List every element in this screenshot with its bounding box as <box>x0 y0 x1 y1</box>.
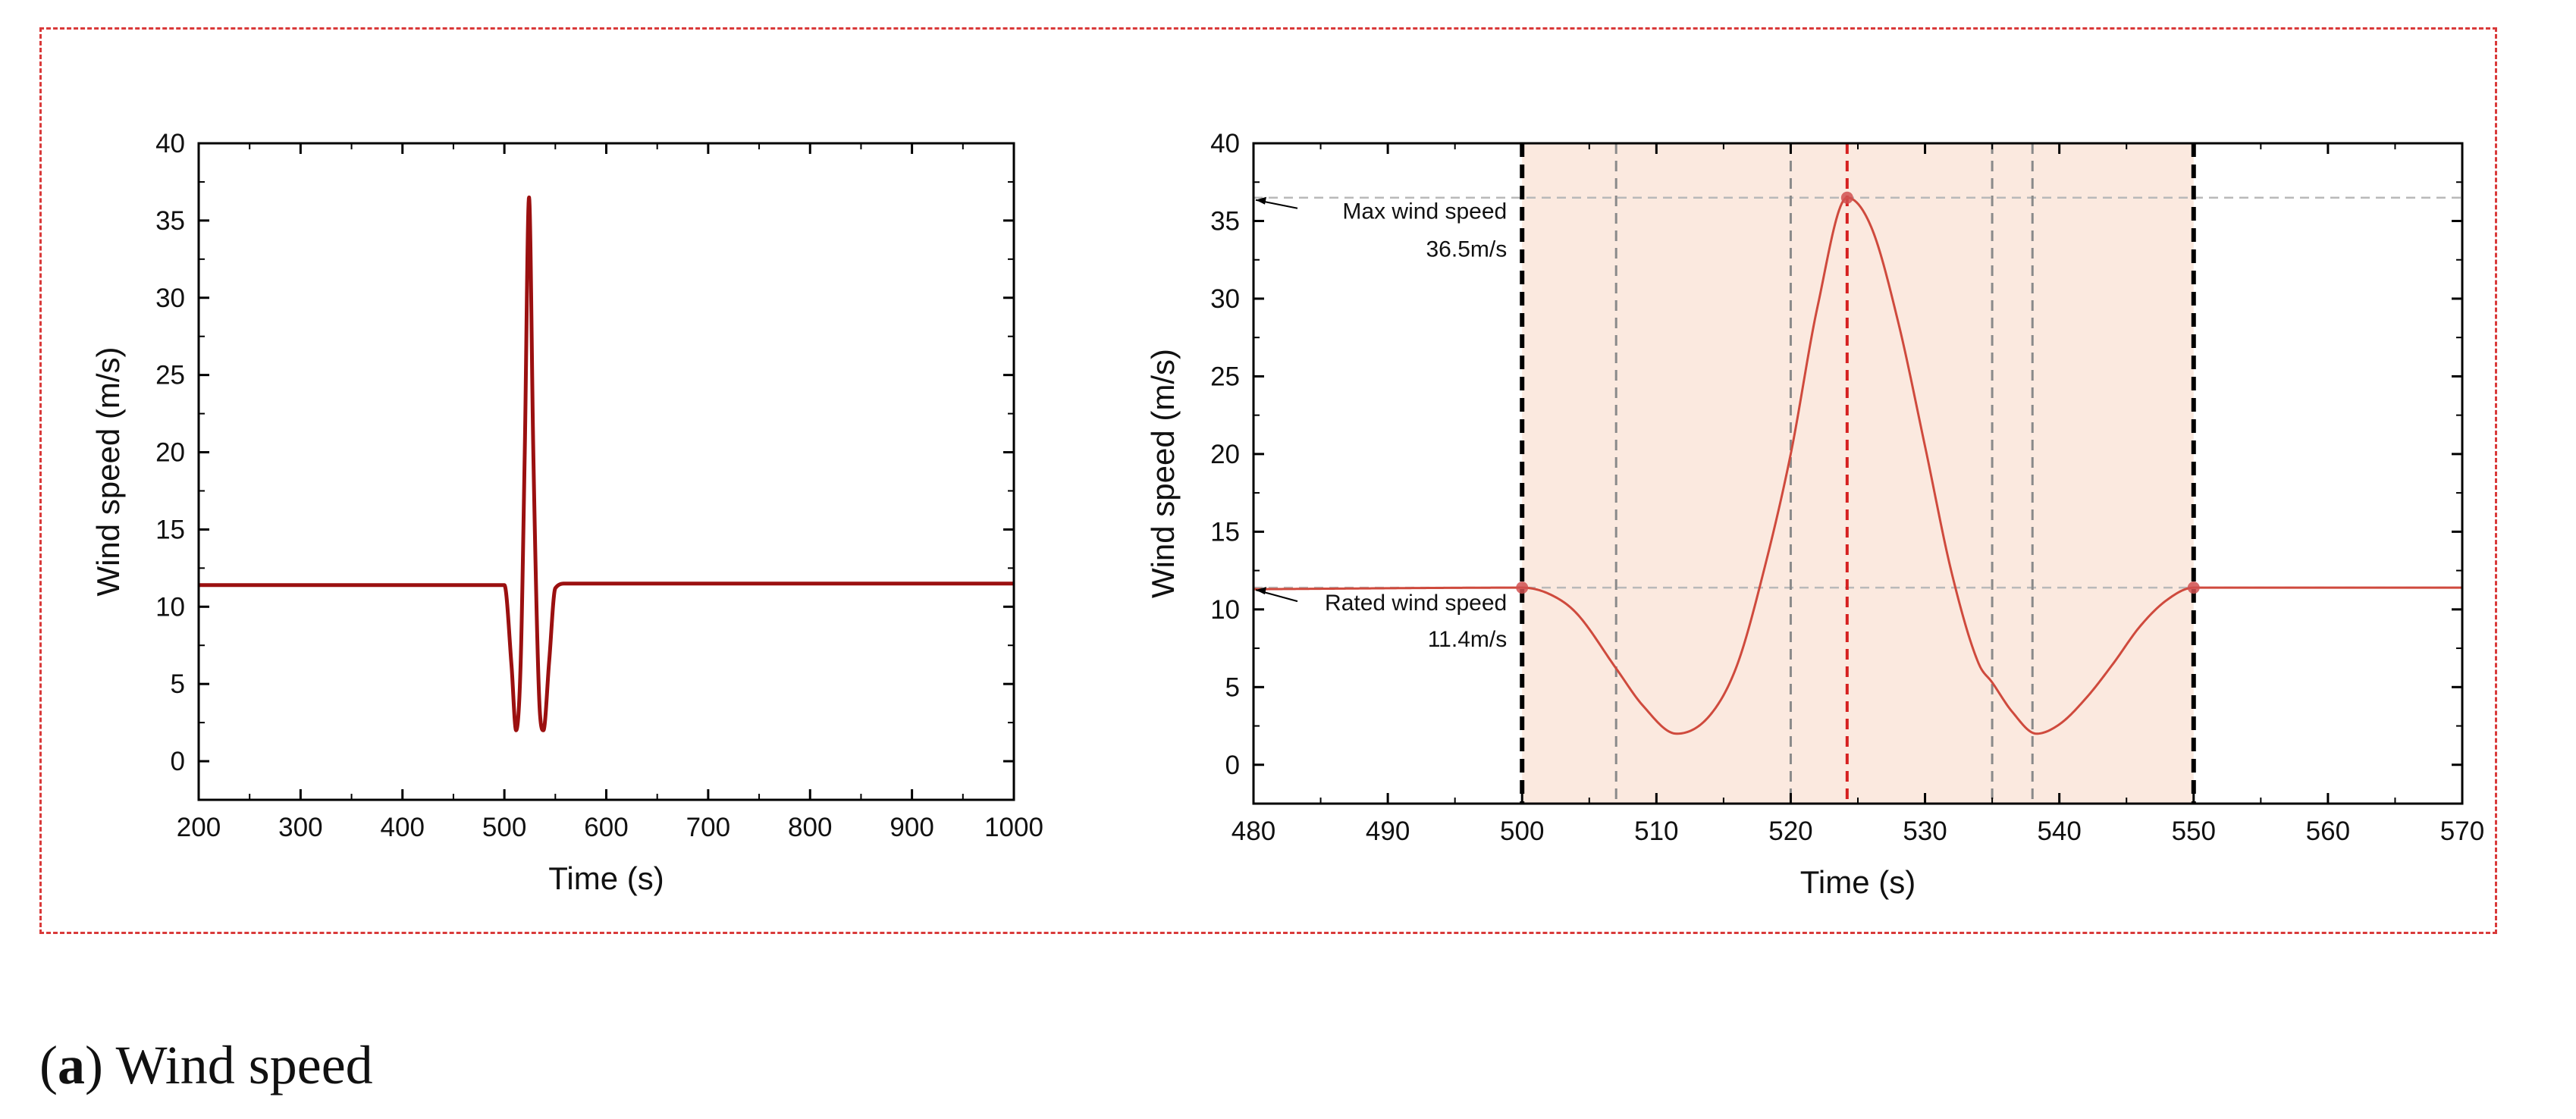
data-marker-2 <box>2187 581 2200 594</box>
y-tick-label: 15 <box>155 515 185 544</box>
y-tick-label: 30 <box>1210 284 1240 314</box>
y-tick-label: 40 <box>1210 129 1240 158</box>
chart-panel-right: 480 490 500 510 520 530 540 550 560 5700510152025… <box>1145 129 2484 900</box>
data-marker-1 <box>1840 191 1853 204</box>
y-tick-label: 40 <box>155 129 185 158</box>
x-tick-label: 1000 <box>984 813 1043 842</box>
y-axis-title: Wind speed (m/s) <box>90 346 126 596</box>
annotation-label-0: Max wind speed <box>1342 199 1507 224</box>
y-tick-label: 5 <box>1225 672 1240 702</box>
y-tick-label: 25 <box>155 361 185 390</box>
y-tick-label: 0 <box>1225 751 1240 780</box>
x-tick-label: 200 <box>177 813 221 842</box>
x-tick-label: 550 <box>2172 817 2216 846</box>
y-tick-label: 35 <box>155 206 185 236</box>
x-tick-label: 520 <box>1768 817 1812 846</box>
y-tick-label: 30 <box>155 284 185 313</box>
x-tick-label: 500 <box>1500 817 1544 846</box>
annotation-value-1: 11.4m/s <box>1428 627 1508 652</box>
x-tick-label: 570 <box>2440 817 2484 846</box>
x-tick-label: 500 <box>482 813 526 842</box>
x-tick-label: 530 <box>1903 817 1947 846</box>
data-marker-0 <box>1516 581 1529 594</box>
x-tick-label: 600 <box>584 813 628 842</box>
y-tick-label: 35 <box>1210 206 1240 236</box>
x-tick-label: 510 <box>1634 817 1678 846</box>
y-tick-label: 20 <box>1210 440 1240 469</box>
y-tick-label: 15 <box>1210 517 1240 547</box>
annotation-value-0: 36.5m/s <box>1426 237 1508 262</box>
x-tick-label: 540 <box>2037 817 2081 846</box>
y-axis-title: Wind speed (m/s) <box>1145 349 1181 598</box>
figure-caption: (a) Wind speed <box>39 1035 373 1095</box>
x-tick-label: 700 <box>686 813 730 842</box>
caption-text: Wind speed <box>115 1035 373 1095</box>
y-tick-label: 5 <box>171 669 185 699</box>
y-tick-label: 10 <box>155 592 185 622</box>
x-axis-title: Time (s) <box>548 860 664 896</box>
chart-panel-left: 200 300 400 500 600 700 800 900 1000 0 5 10 15 20 25 30… <box>90 129 1043 896</box>
annotation-label-1: Rated wind speed <box>1325 591 1507 616</box>
x-tick-label: 400 <box>381 813 425 842</box>
x-tick-label: 560 <box>2306 817 2350 846</box>
series-line-0 <box>1253 196 2462 735</box>
figure-frame <box>39 27 2497 934</box>
x-tick-label: 490 <box>1366 817 1410 846</box>
y-tick-label: 0 <box>171 747 185 776</box>
caption-label: a <box>57 1035 85 1095</box>
series-line-0 <box>199 195 1014 732</box>
y-tick-label: 25 <box>1210 362 1240 391</box>
y-tick-label: 10 <box>1210 595 1240 625</box>
y-tick-label: 20 <box>155 438 185 468</box>
x-tick-label: 800 <box>788 813 832 842</box>
x-axis-title: Time (s) <box>1800 864 1916 900</box>
plot-frame <box>197 142 1015 801</box>
x-tick-label: 900 <box>890 813 933 842</box>
x-tick-label: 300 <box>278 813 322 842</box>
annotation-arrowhead-1 <box>1256 587 1266 595</box>
x-tick-label: 480 <box>1232 817 1275 846</box>
shaded-region <box>1522 143 2194 804</box>
annotation-arrowhead-0 <box>1256 196 1266 205</box>
